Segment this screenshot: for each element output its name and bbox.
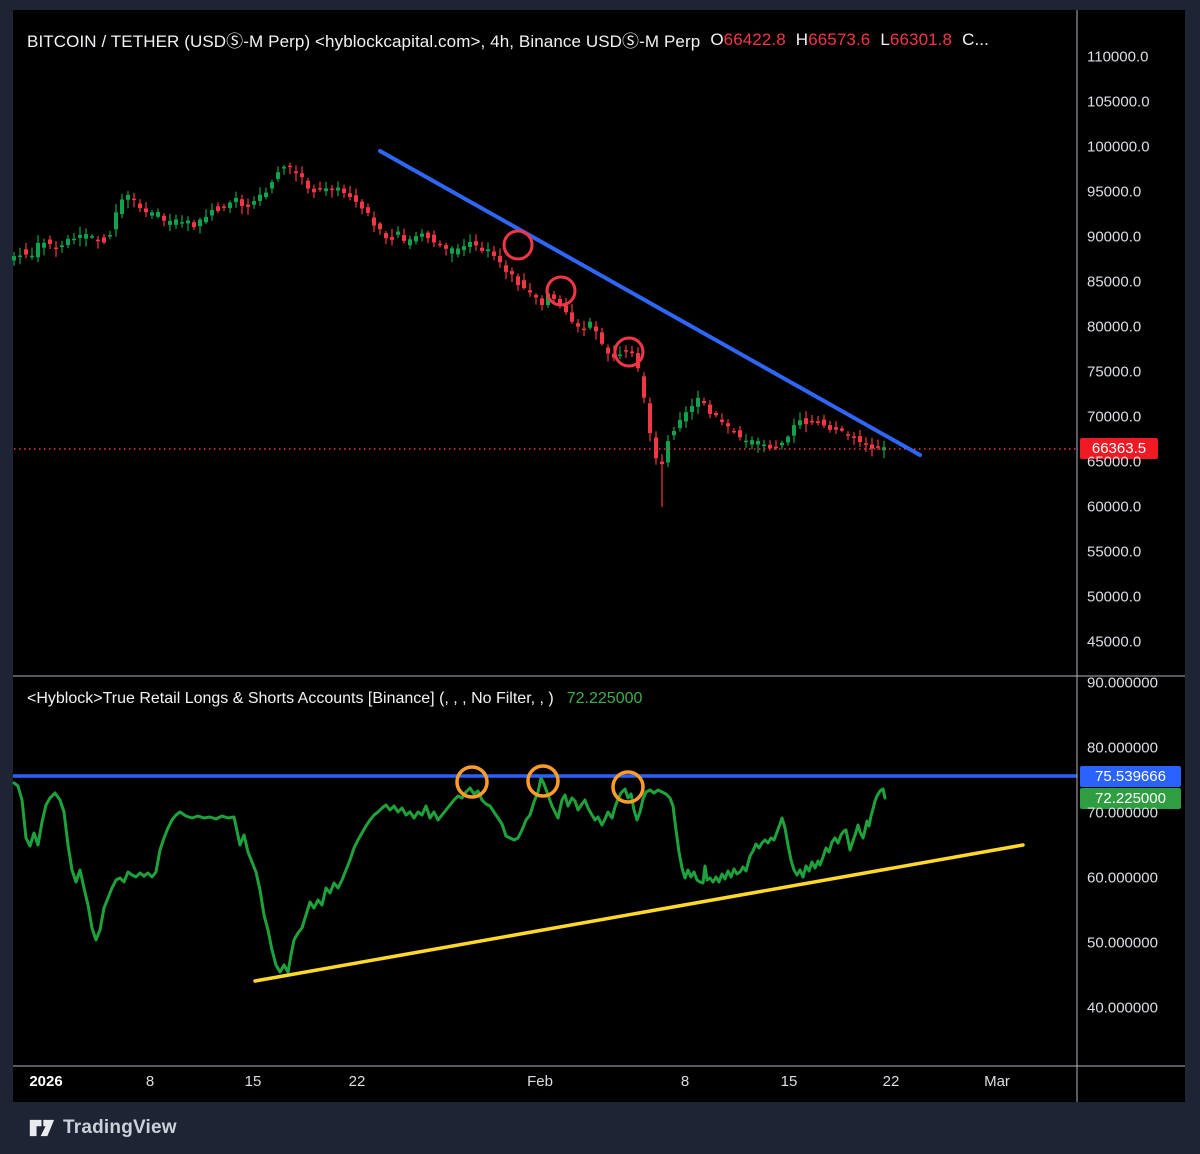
ohlc-close-label: C... [962, 29, 989, 49]
red-circle-annotation[interactable] [613, 336, 645, 368]
orange-highlight-circles[interactable] [455, 764, 645, 804]
time-axis-label: Feb [527, 1073, 553, 1090]
symbol-description: BITCOIN / TETHER (USDⓈ-M Perp) <hyblockc… [27, 32, 701, 51]
indicator-axis-label: 40.000000 [1087, 999, 1158, 1017]
time-axis-label: 8 [145, 1073, 155, 1090]
price-axis-label: 75000.0 [1087, 363, 1142, 381]
ohlc-low-value: 66301.8 [889, 29, 953, 49]
indicator-axis-label: 80.000000 [1087, 739, 1158, 757]
last-price-badge: 66363.5 [1080, 438, 1158, 459]
orange-circle-annotation[interactable] [455, 765, 489, 799]
time-axis-label: 15 [244, 1073, 262, 1090]
tradingview-logo-text: TradingView [63, 1117, 177, 1138]
price-axis-label: 70000.0 [1087, 408, 1142, 426]
price-axis-label: 105000.0 [1087, 93, 1150, 111]
ohlc-high-label: H [795, 29, 809, 49]
time-axis-label: 22 [348, 1073, 366, 1090]
ohlc-high-value: 66573.6 [808, 29, 871, 49]
time-axis-label: 15 [780, 1073, 798, 1090]
price-axis[interactable] [1077, 10, 1185, 1066]
retail-accounts-line [12, 776, 887, 974]
orange-circle-annotation[interactable] [526, 764, 560, 798]
indicator-title-row[interactable]: <Hyblock>True Retail Longs & Shorts Acco… [27, 690, 642, 708]
price-axis-label: 85000.0 [1087, 273, 1142, 291]
price-axis-label: 55000.0 [1087, 543, 1142, 561]
pane-separators [13, 10, 1185, 1102]
time-axis-label: 22 [882, 1073, 900, 1090]
ohlc-open-label: O [710, 29, 724, 49]
ohlc-low-label: L [880, 29, 890, 49]
price-axis-label: 45000.0 [1087, 633, 1142, 651]
tradingview-logo[interactable]: TradingView [28, 1115, 177, 1141]
price-axis-label: 50000.0 [1087, 588, 1142, 606]
price-axis-label: 95000.0 [1087, 183, 1142, 201]
red-circle-annotation[interactable] [502, 229, 534, 261]
price-axis-label: 90000.0 [1087, 228, 1142, 246]
ohlc-open-value: 66422.8 [723, 29, 786, 49]
indicator-axis-label: 50.000000 [1087, 934, 1158, 952]
rising-trendline[interactable] [253, 843, 1025, 983]
time-axis-label: Mar [984, 1073, 1010, 1090]
indicator-axis-label: 60.000000 [1087, 869, 1158, 887]
red-circle-annotation[interactable] [545, 275, 577, 307]
indicator-value-badge: 72.225000 [1080, 788, 1181, 809]
indicator-level-badge: 75.539666 [1080, 766, 1181, 787]
main-chart-pane[interactable] [13, 10, 1077, 676]
price-axis-label: 80000.0 [1087, 318, 1142, 336]
price-axis-label: 110000.0 [1087, 48, 1149, 66]
price-axis-label: 65000.0 [1087, 453, 1142, 471]
indicator-axis-label: 90.000000 [1087, 674, 1158, 692]
price-axis-label: 60000.0 [1087, 498, 1142, 516]
indicator-pane[interactable] [13, 676, 1077, 1066]
red-highlight-circles[interactable] [502, 229, 645, 368]
time-axis-label: 2026 [29, 1073, 63, 1090]
indicator-name: <Hyblock>True Retail Longs & Shorts Acco… [27, 690, 554, 707]
tradingview-logo-icon [29, 1119, 55, 1137]
price-axis-label: 100000.0 [1087, 138, 1150, 156]
indicator-axis-label: 70.000000 [1087, 804, 1158, 822]
symbol-title-row[interactable]: BITCOIN / TETHER (USDⓈ-M Perp) <hyblockc… [27, 27, 989, 52]
indicator-value: 72.225000 [566, 690, 643, 707]
descending-trendline[interactable] [378, 149, 922, 457]
time-axis-label: 8 [680, 1073, 690, 1090]
orange-circle-annotation[interactable] [611, 770, 645, 804]
